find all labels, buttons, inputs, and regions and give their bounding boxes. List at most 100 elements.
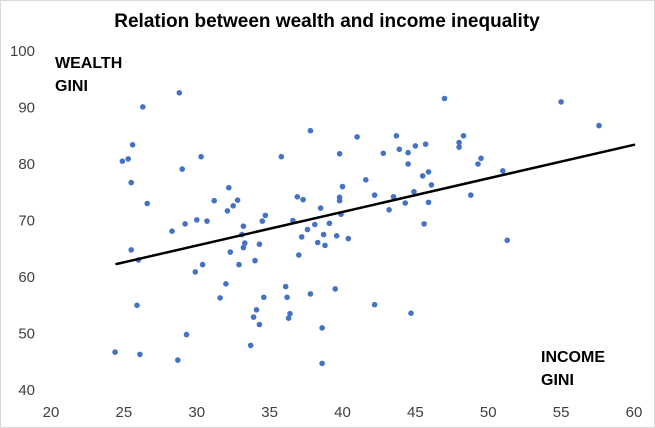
data-point xyxy=(468,192,474,198)
data-point xyxy=(259,218,266,224)
data-point xyxy=(460,133,467,139)
data-point xyxy=(393,133,400,139)
data-point xyxy=(224,208,231,214)
data-point xyxy=(183,331,190,338)
data-point xyxy=(175,357,181,363)
data-point xyxy=(504,237,511,244)
data-point xyxy=(134,302,140,309)
data-point xyxy=(390,194,397,200)
x-tick-label: 20 xyxy=(43,404,60,421)
data-point xyxy=(336,197,343,204)
data-point xyxy=(140,104,146,110)
data-point xyxy=(285,315,292,322)
data-point xyxy=(332,286,339,292)
data-point xyxy=(354,134,360,140)
chart-title: Relation between wealth and income inequ… xyxy=(114,11,540,32)
data-point xyxy=(298,234,305,240)
data-point xyxy=(428,182,435,188)
data-point xyxy=(234,197,241,203)
data-point xyxy=(336,151,343,157)
data-point xyxy=(284,294,290,301)
data-point xyxy=(242,240,248,246)
data-point xyxy=(421,221,427,227)
data-point xyxy=(294,194,301,200)
data-point xyxy=(345,235,352,242)
data-point xyxy=(119,158,126,164)
data-point xyxy=(408,310,414,317)
data-point xyxy=(456,144,462,150)
data-point xyxy=(256,321,263,328)
data-point xyxy=(425,199,432,206)
data-point xyxy=(405,149,411,156)
data-point xyxy=(128,247,134,253)
data-point xyxy=(176,90,183,96)
data-point xyxy=(320,231,327,238)
data-point xyxy=(558,99,564,105)
data-point xyxy=(282,283,289,290)
y-tick-label: 80 xyxy=(18,156,35,173)
data-point xyxy=(322,242,328,249)
x-tick-label: 35 xyxy=(261,404,278,421)
y-tick-label: 70 xyxy=(18,213,35,230)
data-point xyxy=(300,196,306,203)
x-tick-label: 60 xyxy=(626,404,643,421)
data-point xyxy=(250,314,257,320)
data-point xyxy=(129,142,136,148)
data-point xyxy=(425,169,432,175)
data-point xyxy=(319,325,325,331)
data-point xyxy=(262,212,269,219)
data-point xyxy=(396,146,403,153)
data-point xyxy=(380,150,387,157)
data-point xyxy=(211,197,217,204)
data-point xyxy=(240,223,247,229)
y-tick-labels: 40 50 60 70 80 90 100 xyxy=(10,43,35,399)
data-point xyxy=(169,228,175,234)
data-points xyxy=(112,90,602,367)
data-point xyxy=(261,294,267,301)
y-axis-label-line2: GINI xyxy=(55,78,88,95)
data-point xyxy=(475,161,481,167)
trend-line xyxy=(115,143,636,266)
data-point xyxy=(371,192,378,198)
data-point xyxy=(319,360,325,367)
data-point xyxy=(314,239,321,246)
data-point xyxy=(240,244,247,251)
data-point xyxy=(198,153,204,160)
data-point xyxy=(287,310,293,317)
data-point xyxy=(363,177,369,183)
data-point xyxy=(179,166,185,172)
data-point xyxy=(326,220,333,227)
data-point xyxy=(304,226,311,233)
y-tick-label: 50 xyxy=(18,326,35,343)
data-point xyxy=(333,233,340,239)
data-point xyxy=(596,122,602,129)
data-point xyxy=(253,307,260,313)
data-point xyxy=(252,257,258,264)
x-tick-label: 55 xyxy=(553,404,570,421)
data-point xyxy=(223,281,229,287)
data-point xyxy=(256,241,263,247)
data-point xyxy=(422,141,429,147)
y-tick-label: 90 xyxy=(18,100,35,117)
data-point xyxy=(386,207,392,213)
data-point xyxy=(192,269,199,275)
data-point xyxy=(128,179,134,186)
data-point xyxy=(217,295,223,301)
x-tick-label: 50 xyxy=(480,404,497,421)
data-point xyxy=(456,139,462,146)
data-point xyxy=(226,184,232,191)
x-axis-label-line1: INCOME xyxy=(541,349,605,366)
y-tick-label: 100 xyxy=(10,43,35,60)
data-point xyxy=(278,153,285,160)
data-point xyxy=(230,203,236,209)
data-point xyxy=(182,221,188,227)
data-point xyxy=(411,188,417,195)
data-point xyxy=(247,342,254,349)
data-point xyxy=(317,205,324,211)
data-point xyxy=(194,217,200,223)
data-point xyxy=(112,349,118,355)
data-point xyxy=(405,161,411,167)
data-point xyxy=(296,252,302,258)
